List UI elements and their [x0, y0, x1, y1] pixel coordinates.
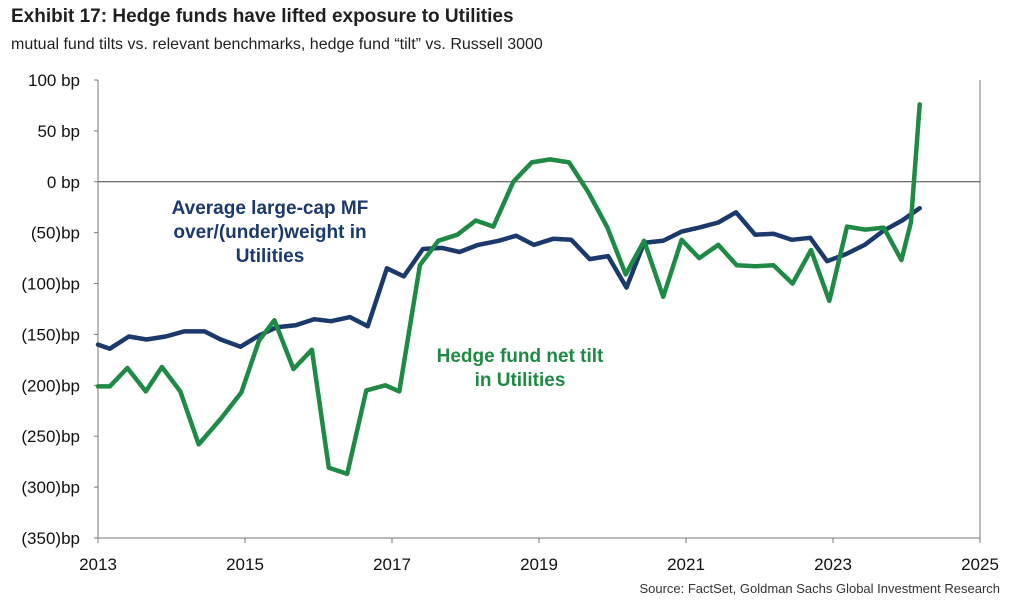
series-annotations: Average large-cap MF over/(under)weight i…: [172, 198, 604, 391]
mf-series-annotation: over/(under)weight in: [173, 222, 366, 243]
y-tick-label: (300)bp: [21, 478, 80, 497]
chart-subtitle: mutual fund tilts vs. relevant benchmark…: [11, 36, 543, 53]
y-tick-label: (200)bp: [21, 376, 80, 395]
x-axis-tick-labels: 2013 2015 2017 2019 2021 2023 2025: [79, 555, 999, 574]
chart-axes: [94, 79, 981, 543]
y-tick-label: 50 bp: [37, 122, 80, 141]
source-note: Source: FactSet, Goldman Sachs Global In…: [639, 581, 1000, 596]
mf-series-annotation: Average large-cap MF: [172, 198, 369, 219]
hf-series-annotation: in Utilities: [475, 370, 566, 391]
y-axis-tick-labels: 100 bp 50 bp 0 bp (50)bp (100)bp (150)bp (200)…: [21, 71, 80, 548]
hf-series-annotation: Hedge fund net tilt: [437, 346, 604, 367]
x-tick-label: 2017: [373, 555, 411, 574]
series-lines: [95, 102, 922, 477]
y-tick-label: (100)bp: [21, 275, 80, 294]
x-tick-label: 2023: [814, 555, 852, 574]
x-tick-label: 2015: [226, 555, 264, 574]
mf-overweight-line: [95, 205, 922, 351]
x-tick-label: 2025: [961, 555, 999, 574]
y-tick-label: 0 bp: [47, 173, 80, 192]
hedge-fund-tilt-line: [95, 102, 922, 477]
y-tick-label: (350)bp: [21, 529, 80, 548]
y-tick-label: 100 bp: [28, 71, 80, 90]
x-tick-label: 2021: [667, 555, 705, 574]
mf-series-annotation: Utilities: [236, 246, 305, 267]
y-tick-label: (50)bp: [31, 224, 80, 243]
x-tick-label: 2019: [520, 555, 558, 574]
y-tick-label: (150)bp: [21, 325, 80, 344]
y-tick-label: (250)bp: [21, 427, 80, 446]
x-tick-label: 2013: [79, 555, 117, 574]
chart-title: Exhibit 17: Hedge funds have lifted expo…: [11, 6, 514, 27]
